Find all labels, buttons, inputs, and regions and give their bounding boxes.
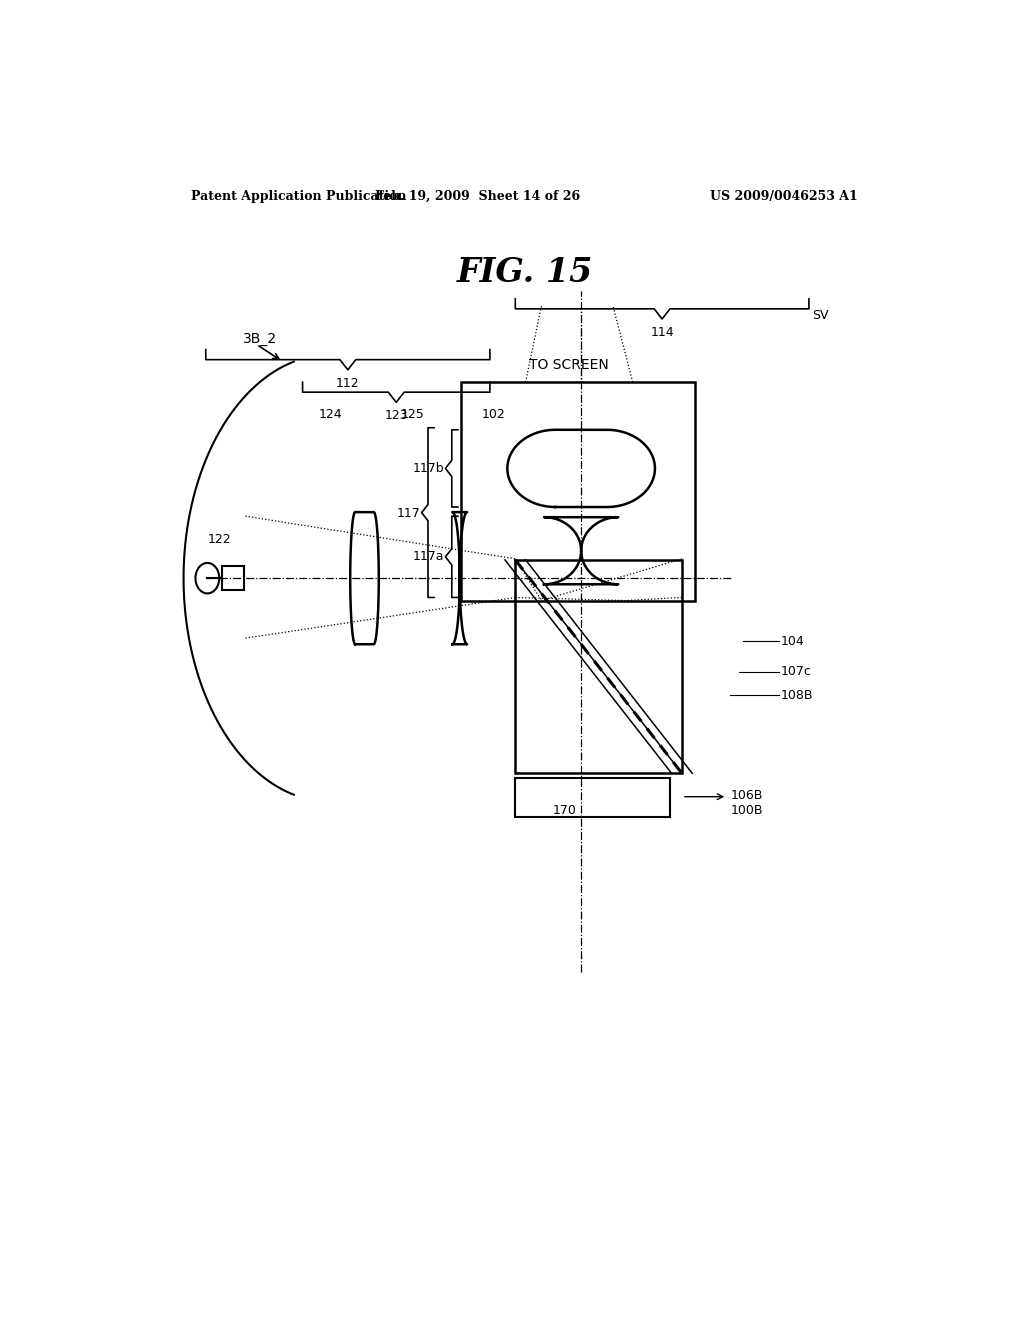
Text: US 2009/0046253 A1: US 2009/0046253 A1 [711,190,858,202]
Circle shape [196,562,219,594]
Text: FIG. 15: FIG. 15 [457,256,593,289]
Text: 122: 122 [208,533,231,546]
Bar [515,779,670,817]
Text: 117: 117 [396,507,420,520]
Text: TO SCREEN: TO SCREEN [528,358,608,372]
Text: 3B_2: 3B_2 [243,333,278,346]
Text: 107c: 107c [780,665,811,678]
Text: 114: 114 [650,326,674,339]
Text: 123: 123 [384,409,408,422]
Text: 100B: 100B [731,804,764,817]
Text: SV: SV [812,309,828,322]
Text: Feb. 19, 2009  Sheet 14 of 26: Feb. 19, 2009 Sheet 14 of 26 [375,190,580,202]
Text: 117a: 117a [413,550,443,564]
Text: Patent Application Publication: Patent Application Publication [191,190,407,202]
Bar [461,381,695,601]
Text: 106B: 106B [731,789,764,803]
Text: 108B: 108B [780,689,813,701]
Text: 112: 112 [336,378,359,389]
Text: 104: 104 [780,635,804,648]
Text: 102: 102 [482,408,506,421]
Text: 125: 125 [400,408,424,421]
Bar [515,560,682,774]
Bar [221,566,244,590]
Text: 117b: 117b [413,462,443,475]
Text: 170: 170 [553,804,577,817]
Text: 124: 124 [318,408,342,421]
